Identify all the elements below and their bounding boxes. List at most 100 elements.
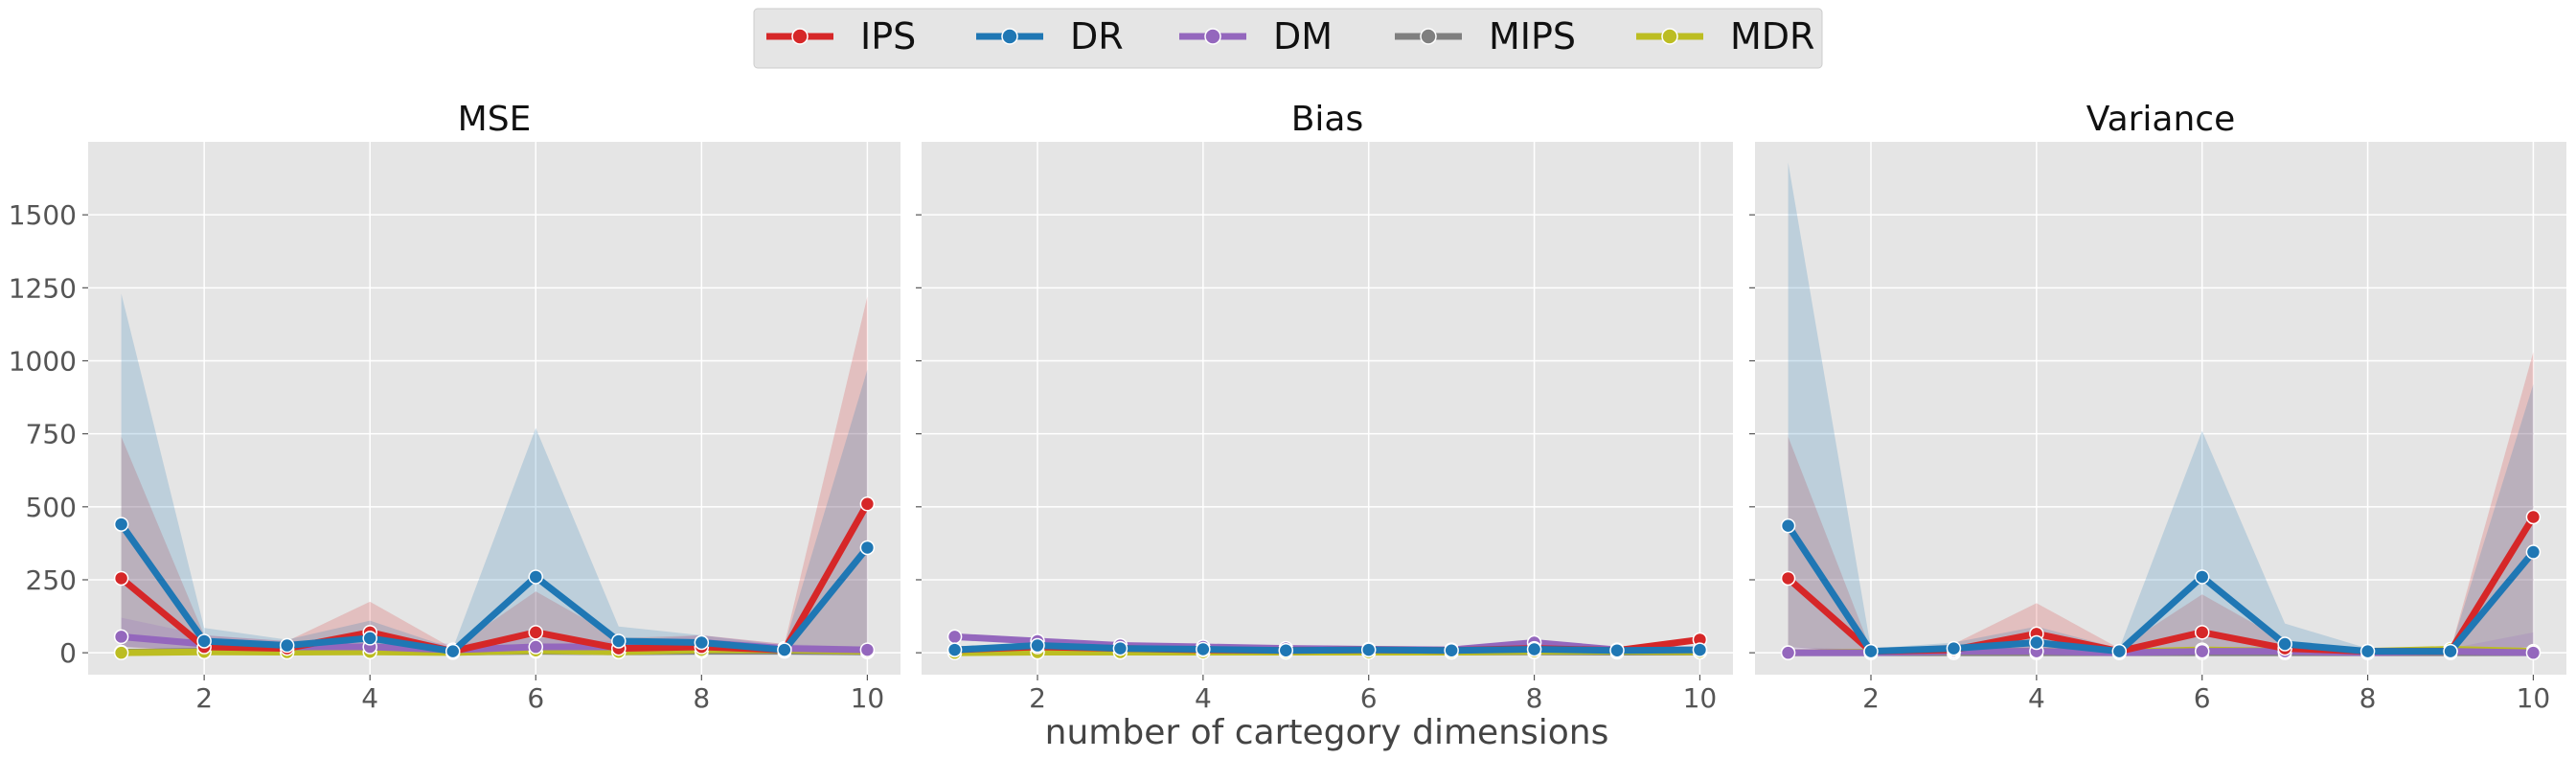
data-point — [1196, 641, 1211, 657]
x-tick-label: 10 — [1683, 682, 1718, 714]
data-point — [1112, 640, 1128, 656]
data-point — [1780, 645, 1796, 660]
data-point — [1780, 570, 1796, 586]
plot-area — [88, 142, 900, 675]
data-point — [196, 633, 212, 649]
band-dr — [121, 293, 868, 654]
x-tick-label: 2 — [195, 682, 213, 714]
panel-title: Variance — [2086, 100, 2236, 139]
band-ips — [121, 296, 868, 654]
data-point — [113, 570, 129, 586]
data-point — [611, 633, 627, 649]
x-axis-label: number of cartegory dimensions — [1045, 713, 1609, 752]
y-tick-label: 1250 — [9, 272, 77, 304]
data-point — [113, 629, 129, 645]
y-tick-label: 0 — [59, 637, 77, 669]
data-point — [1692, 642, 1708, 657]
legend-marker — [1001, 28, 1018, 45]
data-point — [2525, 544, 2542, 560]
data-point — [445, 643, 461, 659]
y-tick-label: 1000 — [9, 345, 77, 377]
x-tick-label: 4 — [1195, 682, 1212, 714]
data-point — [2194, 625, 2210, 640]
panel-bias: Bias 2 4 6 8 10 — [916, 100, 1733, 714]
x-tick-label: 8 — [693, 682, 710, 714]
y-tick-label: 500 — [26, 492, 77, 523]
x-tick-label: 8 — [2359, 682, 2377, 714]
series-dr — [946, 637, 1708, 658]
data-point — [113, 645, 129, 660]
panel-title: Bias — [1291, 100, 1364, 139]
x-tick-label: 10 — [851, 682, 885, 714]
data-point — [1278, 642, 1294, 658]
x-tick-label: 2 — [1029, 682, 1046, 714]
x-tick-label: 4 — [361, 682, 378, 714]
legend-entry-ips: IPS — [766, 15, 916, 58]
y-tick-label: 250 — [26, 564, 77, 596]
data-point — [694, 634, 710, 651]
legend-marker — [791, 28, 809, 45]
series-line — [118, 520, 871, 656]
data-point — [1030, 637, 1045, 654]
x-tick-label: 2 — [1862, 682, 1880, 714]
data-point — [1609, 642, 1625, 658]
legend-marker — [1420, 28, 1437, 45]
data-point — [2359, 643, 2376, 659]
series-dr — [1780, 518, 2542, 659]
data-point — [2111, 643, 2128, 659]
data-point — [1526, 641, 1542, 657]
data-point — [946, 629, 963, 645]
data-point — [362, 631, 377, 646]
series-dr — [113, 517, 876, 659]
legend-marker — [1204, 28, 1221, 45]
legend-entry-mips: MIPS — [1395, 15, 1576, 58]
data-point — [1444, 642, 1459, 658]
data-point — [1780, 518, 1796, 534]
data-point — [859, 642, 876, 657]
data-point — [1946, 640, 1962, 656]
data-point — [777, 642, 792, 657]
panel-title: MSE — [458, 100, 532, 139]
data-point — [2525, 645, 2542, 660]
data-point — [859, 540, 876, 556]
x-tick-label: 6 — [2194, 682, 2211, 714]
legend-label: IPS — [860, 15, 916, 58]
legend-label: MIPS — [1489, 15, 1576, 58]
data-point — [528, 639, 544, 655]
x-tick-label: 4 — [2028, 682, 2045, 714]
data-point — [2277, 636, 2292, 652]
legend-marker — [1661, 28, 1678, 45]
data-point — [2525, 509, 2542, 525]
legend-label: DR — [1070, 15, 1124, 58]
panel-mse: MSE 2 4 6 8 10 0 250 500 750 1000 1250 1500 — [9, 100, 900, 714]
plot-area — [1755, 142, 2566, 675]
data-point — [113, 517, 129, 532]
data-point — [2194, 643, 2210, 659]
legend-label: DM — [1273, 15, 1333, 58]
series-line — [1785, 522, 2537, 656]
x-tick-label: 6 — [527, 682, 544, 714]
panel-variance: Variance 2 4 6 8 10 — [1749, 100, 2566, 714]
data-point — [528, 569, 544, 585]
y-tick-label: 750 — [26, 419, 77, 450]
data-point — [2194, 569, 2210, 585]
x-tick-label: 6 — [1360, 682, 1378, 714]
series-line — [951, 642, 1703, 655]
data-point — [528, 625, 544, 640]
legend-entry-dm: DM — [1179, 15, 1333, 58]
data-point — [859, 496, 876, 512]
data-point — [1863, 643, 1879, 659]
y-tick-label: 1500 — [9, 199, 77, 231]
data-point — [2029, 634, 2044, 651]
legend-label: MDR — [1730, 15, 1814, 58]
x-tick-label: 8 — [1526, 682, 1543, 714]
legend-entry-mdr: MDR — [1636, 15, 1814, 58]
band-ips — [1788, 352, 2534, 654]
data-point — [1360, 642, 1377, 657]
data-point — [2443, 643, 2458, 659]
legend-box — [753, 8, 1823, 69]
data-point — [946, 642, 963, 657]
plot-area — [922, 142, 1733, 675]
data-point — [279, 637, 295, 654]
